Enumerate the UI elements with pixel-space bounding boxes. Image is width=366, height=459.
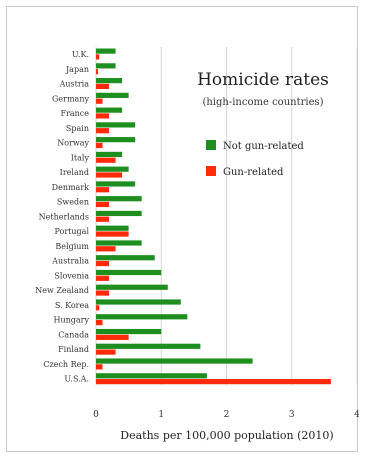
- bar-netherlands-gun: [96, 216, 110, 222]
- legend-label-not-gun-related: Not gun-related: [223, 141, 304, 152]
- bar-canada-gun: [96, 334, 129, 340]
- category-label-italy: Italy: [71, 153, 90, 162]
- x-tick-label-1: 1: [158, 410, 164, 420]
- category-label-japan: Japan: [65, 65, 89, 74]
- x-axis-label: Deaths per 100,000 population (2010): [120, 429, 333, 442]
- category-label-sweden: Sweden: [57, 198, 89, 207]
- legend-swatch-gun-related: [206, 166, 216, 176]
- category-label-belgium: Belgium: [55, 242, 89, 251]
- category-label-new-zealand: New Zealand: [35, 286, 89, 295]
- bar-finland-not-gun: [96, 343, 201, 349]
- bar-new-zealand-not-gun: [96, 284, 168, 290]
- bar-austria-not-gun: [96, 78, 123, 84]
- bars: [96, 48, 331, 385]
- x-tick-label-3: 3: [289, 410, 295, 420]
- bar-canada-not-gun: [96, 328, 162, 335]
- category-label-canada: Canada: [58, 330, 89, 339]
- chart-frame: U.K. Japan Austria Germany France Spain Norway…: [6, 6, 360, 452]
- category-label-spain: Spain: [66, 124, 89, 133]
- bar-germany-gun: [96, 98, 103, 104]
- bar-australia-not-gun: [96, 255, 155, 261]
- bar-s-korea-gun: [96, 305, 100, 311]
- category-label-czech-rep: Czech Rep.: [43, 360, 89, 369]
- category-label-austria: Austria: [59, 80, 90, 89]
- legend: Not gun-related Gun-related: [206, 140, 304, 178]
- bar-norway-not-gun: [96, 137, 136, 143]
- chart-subtitle: (high-income countries): [202, 97, 323, 108]
- x-tick-label-4: 4: [354, 410, 359, 420]
- homicide-chart: U.K. Japan Austria Germany France Spain Norway…: [35, 47, 360, 442]
- category-label-netherlands: Netherlands: [39, 212, 89, 221]
- x-tick-label-0: 0: [93, 410, 99, 420]
- bar-france-gun: [96, 113, 110, 119]
- bar-ireland-not-gun: [96, 166, 129, 172]
- bar-norway-gun: [96, 142, 103, 149]
- category-label-france: France: [60, 109, 89, 118]
- bar-slovenia-not-gun: [96, 269, 162, 276]
- bar-japan-not-gun: [96, 63, 116, 69]
- category-label-s-korea: S. Korea: [55, 301, 89, 310]
- category-label-norway: Norway: [57, 139, 89, 148]
- bar-s-korea-not-gun: [96, 299, 181, 305]
- bar-portugal-not-gun: [96, 225, 129, 231]
- bar-u-k-not-gun: [96, 48, 116, 54]
- category-label-u-s-a: U.S.A.: [64, 375, 89, 384]
- bar-netherlands-not-gun: [96, 210, 142, 217]
- bar-hungary-gun: [96, 319, 103, 326]
- category-label-portugal: Portugal: [54, 227, 89, 236]
- bar-france-not-gun: [96, 107, 123, 113]
- bar-hungary-not-gun: [96, 314, 188, 320]
- category-labels: U.K. Japan Austria Germany France Spain Norway…: [35, 50, 89, 384]
- bar-slovenia-gun: [96, 275, 110, 281]
- legend-label-gun-related: Gun-related: [223, 167, 284, 178]
- bar-sweden-gun: [96, 201, 110, 208]
- bar-new-zealand-gun: [96, 290, 110, 296]
- bar-japan-gun: [96, 69, 98, 75]
- legend-swatch-not-gun-related: [206, 140, 216, 150]
- bar-portugal-gun: [96, 231, 129, 237]
- category-label-australia: Australia: [51, 257, 89, 266]
- chart-title: Homicide rates: [197, 70, 329, 90]
- category-label-germany: Germany: [52, 94, 89, 103]
- bar-spain-gun: [96, 128, 110, 134]
- bar-u-s-a-not-gun: [96, 373, 207, 379]
- bar-germany-not-gun: [96, 92, 129, 98]
- bar-belgium-not-gun: [96, 240, 142, 246]
- category-label-denmark: Denmark: [52, 183, 89, 192]
- bar-italy-not-gun: [96, 151, 123, 158]
- category-label-slovenia: Slovenia: [54, 271, 89, 280]
- x-tick-label-2: 2: [224, 410, 230, 420]
- category-label-finland: Finland: [58, 345, 89, 354]
- gridlines: [95, 47, 358, 385]
- category-label-ireland: Ireland: [60, 168, 89, 177]
- bar-finland-gun: [96, 349, 116, 355]
- bar-czech-rep-not-gun: [96, 358, 253, 364]
- bar-ireland-gun: [96, 172, 123, 178]
- bar-italy-gun: [96, 157, 116, 163]
- category-label-hungary: Hungary: [53, 316, 89, 325]
- bar-u-k-gun: [96, 54, 100, 60]
- category-label-u-k: U.K.: [72, 50, 89, 59]
- bar-belgium-gun: [96, 246, 116, 252]
- bar-spain-not-gun: [96, 122, 136, 128]
- bar-denmark-gun: [96, 187, 110, 193]
- bar-denmark-not-gun: [96, 181, 136, 187]
- bar-australia-gun: [96, 260, 110, 267]
- x-axis: 0 1 2 3 4: [93, 410, 360, 420]
- bar-sweden-not-gun: [96, 196, 142, 202]
- bar-u-s-a-gun: [96, 379, 331, 385]
- bar-austria-gun: [96, 83, 110, 90]
- bar-czech-rep-gun: [96, 364, 103, 370]
